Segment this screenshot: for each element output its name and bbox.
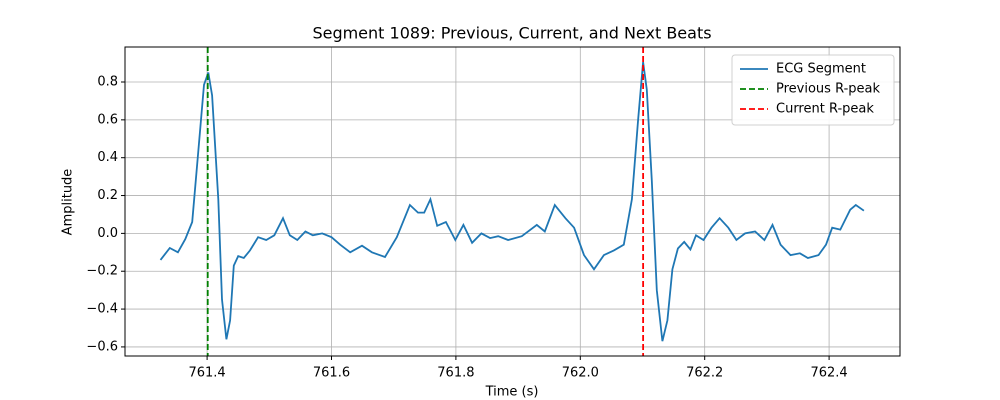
x-tick-label: 762.4 xyxy=(810,366,847,381)
y-axis-label: Amplitude xyxy=(61,169,76,236)
x-tick-label: 761.4 xyxy=(188,366,225,381)
y-tick-label: −0.6 xyxy=(86,339,118,354)
legend-label: Previous R-peak xyxy=(776,82,880,97)
y-tick-label: 0.0 xyxy=(97,226,118,241)
x-tick-label: 762.2 xyxy=(686,366,723,381)
y-tick-label: 0.2 xyxy=(97,188,118,203)
x-tick-label: 762.0 xyxy=(562,366,599,381)
plot-frame xyxy=(124,46,901,357)
legend-label: ECG Segment xyxy=(776,62,866,77)
x-tick-label: 761.8 xyxy=(437,366,474,381)
x-axis-label: Time (s) xyxy=(485,385,539,400)
x-tick-label: 761.6 xyxy=(313,366,350,381)
y-tick-label: 0.6 xyxy=(97,112,118,127)
ecg-line xyxy=(159,61,865,342)
y-tick-label: 0.8 xyxy=(97,75,118,90)
legend-box xyxy=(731,54,895,126)
chart-title: Segment 1089: Previous, Current, and Nex… xyxy=(312,24,711,43)
y-tick-label: −0.2 xyxy=(86,264,118,279)
legend-label: Current R-peak xyxy=(776,102,874,117)
y-tick-label: 0.4 xyxy=(97,150,118,165)
y-tick-label: −0.4 xyxy=(86,302,118,317)
